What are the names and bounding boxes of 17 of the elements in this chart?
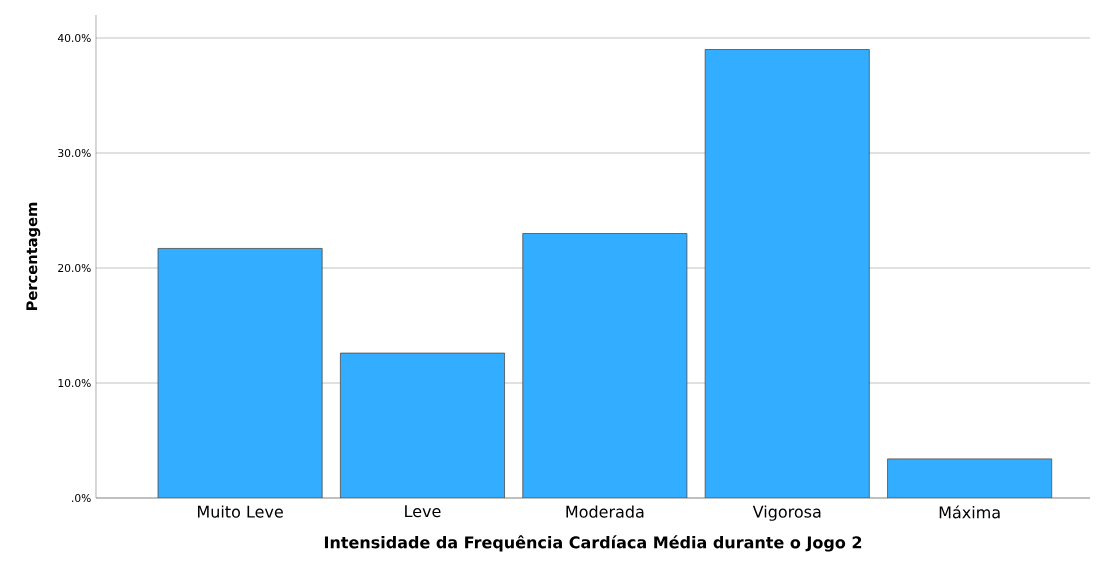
y-axis-title: Percentagem [26, 202, 41, 310]
bar [157, 248, 323, 498]
bar [887, 458, 1053, 498]
x-tick-label: Máxima [939, 505, 1000, 519]
bar [522, 233, 688, 498]
x-tick-label: Moderada [566, 505, 644, 518]
y-tick-label: 30.0% [58, 148, 91, 158]
x-tick-label: Leve [405, 505, 441, 518]
bar [704, 49, 870, 498]
y-tick-label: 20.0% [58, 263, 91, 273]
x-tick-label: Muito Leve [197, 505, 283, 518]
x-tick-label: Vigorosa [752, 505, 821, 521]
bar [340, 352, 505, 498]
y-tick-label: .0% [72, 493, 91, 503]
y-tick-label: 40.0% [57, 33, 91, 43]
x-axis-title: Intensidade da Frequência Cardíaca Média durante o Jogo 2 [324, 535, 862, 552]
y-tick-label: 10.0% [58, 378, 91, 388]
